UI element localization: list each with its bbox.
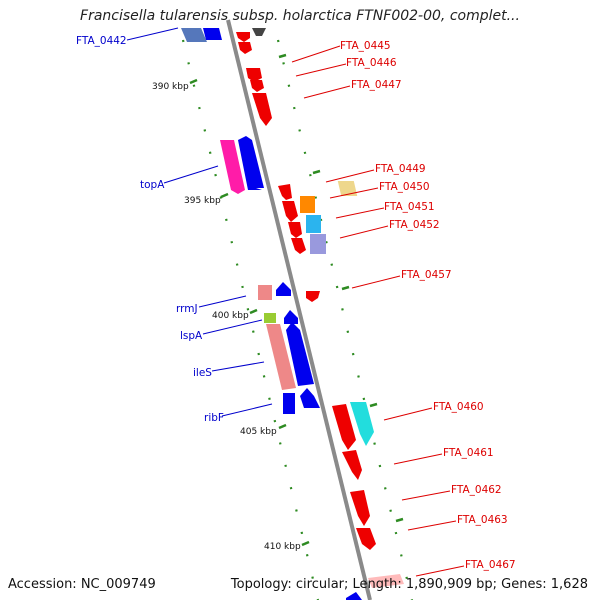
gene-label[interactable]: FTA_0457 <box>401 269 452 281</box>
gene-label[interactable]: FTA_0447 <box>351 79 402 91</box>
gene-FTA_0462[interactable] <box>350 490 370 526</box>
gene-ribF[interactable] <box>300 388 320 408</box>
ruler-ticks <box>189 78 310 547</box>
gene-ileS[interactable] <box>286 322 314 386</box>
leader-line <box>407 520 457 531</box>
gene-FTA_0449[interactable] <box>278 184 292 200</box>
ruler-label: 400 kbp <box>212 311 249 321</box>
gene-FTA_0457[interactable] <box>306 291 320 302</box>
ruler-label: 390 kbp <box>152 82 189 92</box>
gene-label[interactable]: FTA_0446 <box>346 57 397 69</box>
gene-small-red[interactable] <box>238 42 252 54</box>
gene-FTA_0446[interactable] <box>250 80 264 92</box>
leader-line <box>202 319 263 335</box>
gene-FTA_0451-cyan[interactable] <box>306 215 321 233</box>
gene-label[interactable]: FTA_0445 <box>340 40 391 52</box>
gene-FTA_0447[interactable] <box>252 93 272 126</box>
ruler-label: 405 kbp <box>240 427 277 437</box>
gene-FTA_0452-lavender[interactable] <box>310 234 326 254</box>
gene-FTA_0463[interactable] <box>356 528 376 550</box>
leader-line <box>401 490 451 501</box>
gene-label[interactable]: FTA_0460 <box>433 401 484 413</box>
gene-label[interactable]: ribF <box>204 412 224 424</box>
leader-line <box>329 187 379 199</box>
gene-FTA_0467[interactable] <box>368 574 404 588</box>
gene-label[interactable]: FTA_0450 <box>379 181 430 193</box>
gene-label[interactable]: FTA_0461 <box>443 447 494 459</box>
ruler-tick <box>220 192 229 199</box>
gene-label[interactable]: FTA_0442 <box>76 35 127 47</box>
gene-FTA_0452-1[interactable] <box>291 238 306 254</box>
gene-label[interactable]: FTA_0449 <box>375 163 426 175</box>
leader-line <box>415 565 465 577</box>
leader-line <box>126 27 179 41</box>
gene-topA-pink[interactable] <box>220 140 245 194</box>
ruler-label: 395 kbp <box>184 196 221 206</box>
map-title: Francisella tularensis subsp. holarctica… <box>80 8 520 24</box>
leader-line <box>303 85 351 99</box>
ruler-label: 410 kbp <box>264 542 301 552</box>
gene-topA[interactable] <box>238 136 264 190</box>
gene-label[interactable]: lspA <box>180 330 203 342</box>
genome-backbone <box>226 19 372 600</box>
gene-label[interactable]: topA <box>140 179 165 191</box>
leader-line <box>339 225 389 239</box>
gene-lspA[interactable] <box>264 313 276 323</box>
gene-FTA_0449-yellow[interactable] <box>337 181 358 196</box>
gene-label[interactable]: rrmJ <box>176 303 198 315</box>
leader-line <box>211 361 265 372</box>
gene-ribF-1[interactable] <box>283 393 295 414</box>
leader-line <box>351 275 401 289</box>
genome-summary: Topology: circular; Length: 1,890,909 bp… <box>230 577 588 592</box>
leader-line <box>291 45 341 63</box>
ruler-tick <box>249 308 258 315</box>
leader-line <box>393 453 443 465</box>
ruler-tick <box>301 540 310 547</box>
leader-line <box>383 407 433 421</box>
gene-label[interactable]: FTA_0452 <box>389 219 440 231</box>
gene-ileS-pink[interactable] <box>266 324 296 390</box>
gene-FTA_0460[interactable] <box>332 404 356 450</box>
gene-bottom-blue[interactable] <box>346 592 362 600</box>
gene-label[interactable]: ileS <box>193 367 212 379</box>
gene-FTA_0450-1[interactable] <box>282 201 298 222</box>
gene-FTA_0461[interactable] <box>342 450 362 480</box>
leader-line <box>163 165 219 184</box>
accession-text: Accession: NC_009749 <box>8 577 156 592</box>
leader-line <box>221 403 273 417</box>
leader-line <box>335 207 385 219</box>
leader-line <box>198 295 247 308</box>
leader-line <box>325 169 375 183</box>
gene-label[interactable]: FTA_0467 <box>465 559 516 571</box>
gene-FTA_0451-1[interactable] <box>288 222 302 238</box>
gene-label[interactable]: FTA_0463 <box>457 514 508 526</box>
gene-lspA-arrow[interactable] <box>284 310 298 324</box>
gene-FTA_0460-cyan[interactable] <box>350 402 374 446</box>
right-dotted-guide <box>276 39 414 600</box>
ruler-tick <box>189 78 198 85</box>
gene-rrmJ[interactable] <box>258 285 272 300</box>
right-guide-ticks <box>278 53 404 523</box>
gene-FTA_0442[interactable] <box>181 28 266 42</box>
gene-FTA_0450-orange[interactable] <box>300 196 315 213</box>
gene-label[interactable]: FTA_0462 <box>451 484 502 496</box>
ruler-tick <box>278 423 287 430</box>
leader-line <box>295 63 347 77</box>
gene-rrmJ-arrow[interactable] <box>276 282 291 296</box>
gene-small-red[interactable] <box>236 32 250 42</box>
gene-label[interactable]: FTA_0451 <box>384 201 435 213</box>
gene-FTA_0445[interactable] <box>246 68 262 82</box>
